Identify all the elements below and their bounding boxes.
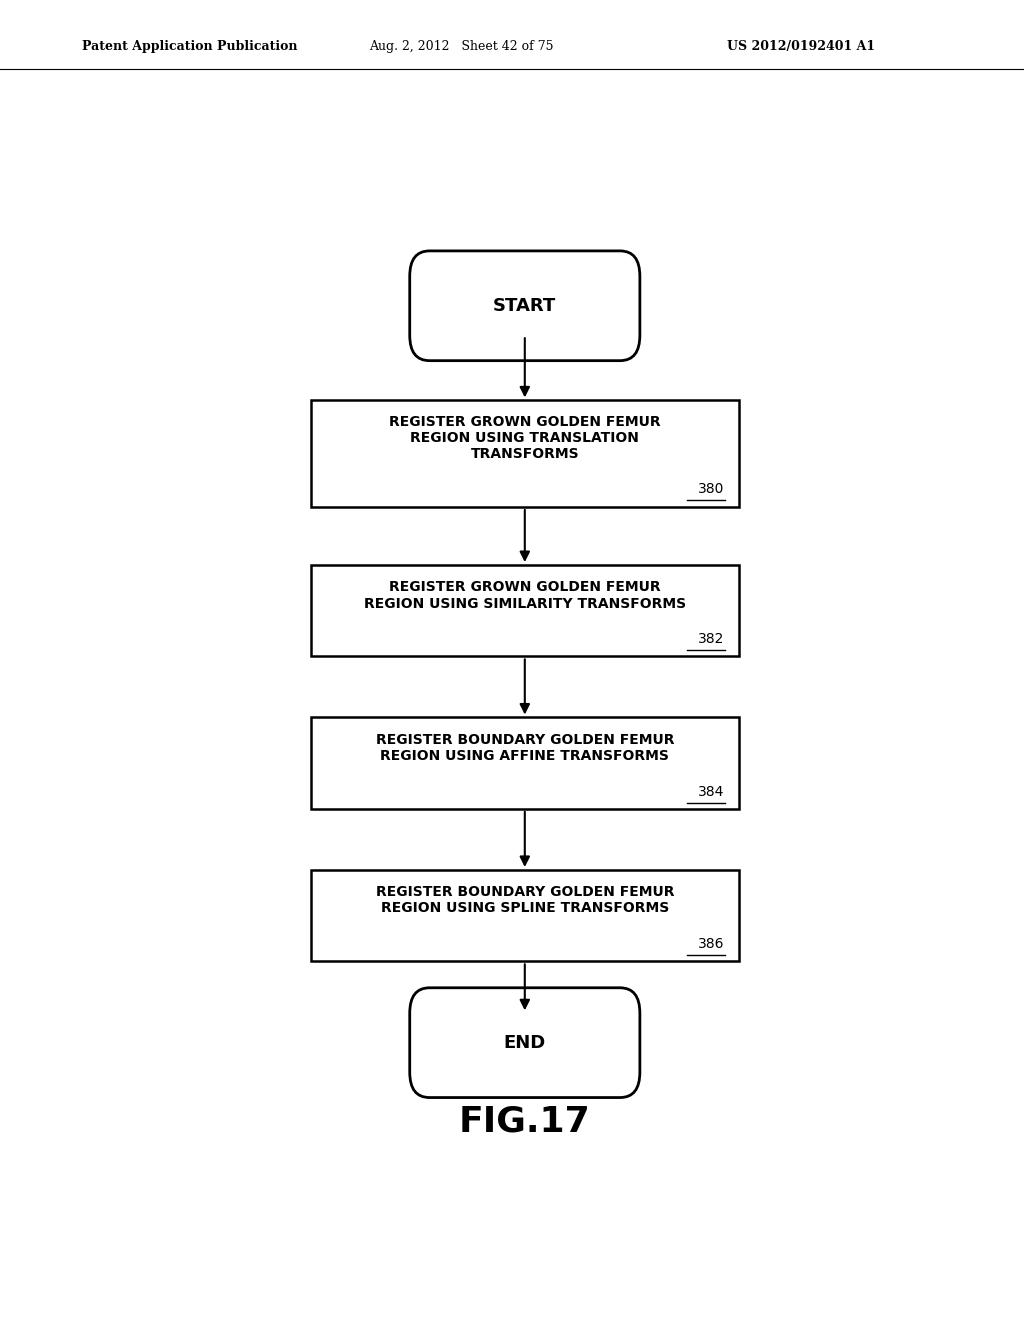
Text: Aug. 2, 2012   Sheet 42 of 75: Aug. 2, 2012 Sheet 42 of 75	[369, 40, 553, 53]
Bar	[310, 870, 739, 961]
Text: Patent Application Publication: Patent Application Publication	[82, 40, 297, 53]
Text: REGISTER GROWN GOLDEN FEMUR
REGION USING TRANSLATION
TRANSFORMS: REGISTER GROWN GOLDEN FEMUR REGION USING…	[389, 414, 660, 461]
Text: REGISTER GROWN GOLDEN FEMUR
REGION USING SIMILARITY TRANSFORMS: REGISTER GROWN GOLDEN FEMUR REGION USING…	[364, 581, 686, 611]
Text: US 2012/0192401 A1: US 2012/0192401 A1	[727, 40, 876, 53]
Text: 382: 382	[698, 632, 725, 647]
FancyBboxPatch shape	[410, 251, 640, 360]
Bar	[310, 565, 739, 656]
Text: FIG.17: FIG.17	[459, 1105, 591, 1139]
Text: 380: 380	[698, 482, 725, 496]
Text: 386: 386	[698, 937, 725, 952]
Text: REGISTER BOUNDARY GOLDEN FEMUR
REGION USING AFFINE TRANSFORMS: REGISTER BOUNDARY GOLDEN FEMUR REGION US…	[376, 733, 674, 763]
FancyBboxPatch shape	[410, 987, 640, 1097]
Text: 384: 384	[698, 784, 725, 799]
Text: REGISTER BOUNDARY GOLDEN FEMUR
REGION USING SPLINE TRANSFORMS: REGISTER BOUNDARY GOLDEN FEMUR REGION US…	[376, 886, 674, 916]
Bar	[310, 400, 739, 507]
Text: START: START	[494, 297, 556, 314]
Text: END: END	[504, 1034, 546, 1052]
Bar	[310, 718, 739, 809]
